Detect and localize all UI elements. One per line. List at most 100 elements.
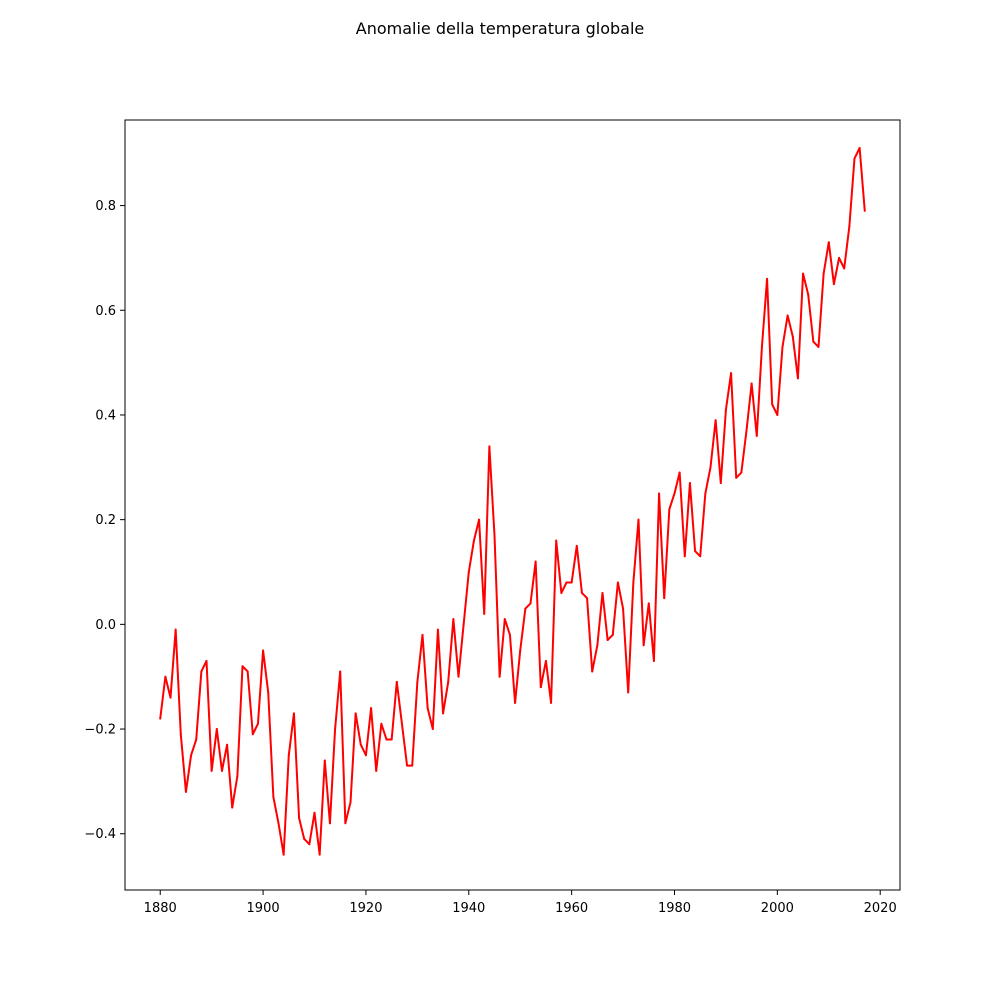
data-point: [580, 591, 583, 594]
data-point: [210, 769, 213, 772]
data-point: [169, 696, 172, 699]
data-point: [616, 581, 619, 584]
y-tick-label: 0.4: [95, 408, 116, 423]
data-point: [832, 283, 835, 286]
data-point: [349, 801, 352, 804]
data-point: [560, 591, 563, 594]
data-point: [807, 293, 810, 296]
data-point: [771, 403, 774, 406]
data-point: [647, 602, 650, 605]
data-point: [318, 853, 321, 856]
data-point: [251, 733, 254, 736]
x-tick-label: 2020: [864, 901, 897, 916]
data-point: [344, 822, 347, 825]
data-point: [277, 822, 280, 825]
data-point: [220, 769, 223, 772]
chart-title: Anomalie della temperatura globale: [356, 19, 644, 38]
data-point: [570, 581, 573, 584]
x-axis: 1880 1900 1920 1940 1960 1980 2000 2020: [144, 890, 897, 916]
data-point: [400, 722, 403, 725]
x-tick-label: 1980: [658, 901, 691, 916]
data-point: [354, 712, 357, 715]
data-point: [796, 377, 799, 380]
data-point: [822, 272, 825, 275]
data-point: [740, 471, 743, 474]
data-point: [555, 539, 558, 542]
data-point: [262, 649, 265, 652]
data-point: [195, 738, 198, 741]
data-point: [390, 738, 393, 741]
series-line: [159, 147, 866, 856]
data-point: [436, 628, 439, 631]
data-point: [457, 675, 460, 678]
y-tick-label: 0.2: [95, 513, 116, 528]
data-point: [395, 680, 398, 683]
data-point: [256, 722, 259, 725]
data-point: [246, 670, 249, 673]
data-point: [241, 665, 244, 668]
data-point: [596, 644, 599, 647]
data-point: [539, 686, 542, 689]
data-point: [719, 482, 722, 485]
data-point: [730, 372, 733, 375]
data-points: [159, 147, 866, 856]
data-point: [622, 607, 625, 610]
data-point: [519, 649, 522, 652]
data-point: [483, 612, 486, 615]
data-point: [421, 633, 424, 636]
data-point: [683, 555, 686, 558]
data-point: [375, 769, 378, 772]
data-point: [328, 822, 331, 825]
data-point: [668, 508, 671, 511]
data-point: [272, 796, 275, 799]
data-point: [282, 853, 285, 856]
data-point: [426, 707, 429, 710]
data-point: [611, 633, 614, 636]
data-point: [231, 806, 234, 809]
data-point: [236, 775, 239, 778]
data-point: [745, 429, 748, 432]
data-point: [298, 817, 301, 820]
data-point: [339, 670, 342, 673]
data-point: [704, 492, 707, 495]
data-point: [586, 597, 589, 600]
data-point: [190, 754, 193, 757]
data-point: [714, 419, 717, 422]
y-tick-label: −0.2: [84, 723, 116, 738]
y-tick-label: 0.0: [95, 618, 116, 633]
data-point: [452, 618, 455, 621]
data-point: [524, 607, 527, 610]
plot-frame: [124, 119, 901, 891]
x-tick-label: 2000: [761, 901, 794, 916]
y-axis: −0.4 −0.2 0.0 0.2 0.4 0.6 0.8: [84, 199, 125, 842]
data-point: [776, 413, 779, 416]
data-point: [447, 680, 450, 683]
y-tick-label: 0.8: [95, 199, 116, 214]
data-point: [827, 241, 830, 244]
data-point: [503, 618, 506, 621]
data-point: [364, 754, 367, 757]
data-point: [550, 701, 553, 704]
data-point: [534, 560, 537, 563]
y-tick-label: 0.6: [95, 304, 116, 319]
data-point: [226, 743, 229, 746]
data-point: [215, 728, 218, 731]
data-point: [688, 482, 691, 485]
data-point: [863, 209, 866, 212]
data-point: [529, 602, 532, 605]
data-point: [370, 707, 373, 710]
data-point: [637, 518, 640, 521]
data-point: [817, 345, 820, 348]
data-point: [627, 691, 630, 694]
data-point: [632, 581, 635, 584]
data-point: [179, 733, 182, 736]
data-point: [488, 445, 491, 448]
data-point: [462, 623, 465, 626]
x-tick-label: 1960: [555, 901, 588, 916]
data-point: [442, 712, 445, 715]
data-point: [781, 345, 784, 348]
x-tick-label: 1900: [247, 901, 280, 916]
data-point: [313, 811, 316, 814]
